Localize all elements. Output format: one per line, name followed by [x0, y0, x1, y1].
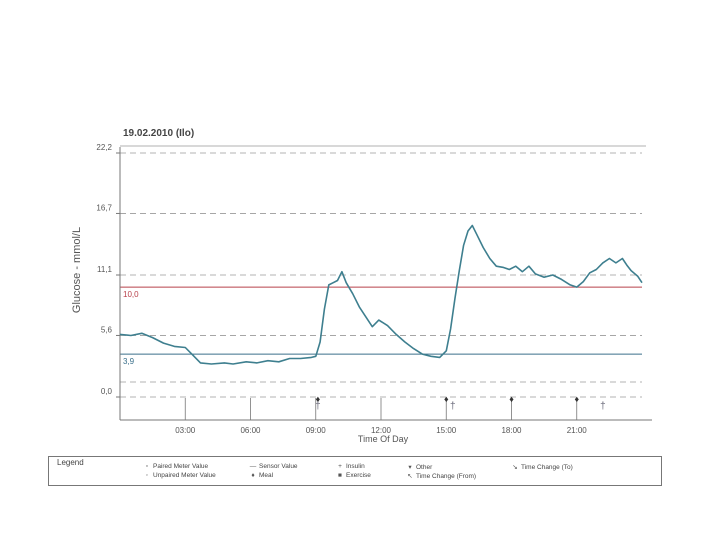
y-tick-label: 0,0 [101, 387, 113, 396]
x-tick-label: 12:00 [371, 426, 392, 435]
other-event-marker: † [450, 401, 456, 412]
y-tick-label: 16,7 [96, 203, 112, 212]
x-axis-label: Time Of Day [358, 434, 409, 444]
legend-item: ↘ Time Change (To) [509, 463, 573, 471]
legend-label: Other [416, 464, 433, 471]
legend-label: Sensor Value [259, 463, 298, 470]
legend-item: ♦ Meal [247, 472, 273, 479]
legend-label: Paired Meter Value [153, 463, 209, 470]
legend-symbol: ▫ [145, 463, 149, 470]
legend-symbol: — [249, 463, 257, 470]
x-tick-label: 03:00 [175, 426, 196, 435]
legend-label: Unpaired Meter Value [153, 472, 216, 479]
meal-marker: ♦ [509, 394, 514, 404]
legend-symbol: ◦ [145, 472, 149, 479]
legend: Legend ▫ Paired Meter Value ◦ Unpaired Met… [48, 456, 662, 486]
target-line-label: 10,0 [123, 290, 139, 299]
legend-item: ■ Exercise [334, 472, 371, 479]
legend-symbol: ↖ [407, 473, 413, 480]
axes [116, 145, 652, 421]
legend-label: Time Change (From) [416, 473, 477, 480]
legend-label: Exercise [346, 472, 371, 479]
meal-marker: ♦ [444, 394, 449, 404]
legend-item: + Insulin [334, 463, 365, 470]
x-tick-label: 06:00 [240, 426, 261, 435]
y-tick-label: 5,6 [101, 325, 113, 334]
x-tick-label: 18:00 [501, 426, 522, 435]
other-event-marker: † [600, 401, 606, 412]
legend-symbol: + [338, 463, 342, 470]
event-markers: ♦ ♦ ♦ ♦† † † [315, 394, 605, 412]
legend-item: ↖ Time Change (From) [404, 472, 476, 480]
legend-item: ◦ Unpaired Meter Value [141, 472, 216, 479]
y-tick-label: 11,1 [97, 265, 113, 274]
series-layer [119, 224, 643, 365]
x-tick-label: 21:00 [567, 426, 588, 435]
gridlines [120, 152, 642, 398]
legend-symbol: ▾ [408, 464, 412, 471]
meal-marker: ♦ [316, 394, 321, 404]
legend-symbol: ♦ [251, 472, 255, 479]
chart-title: 19.02.2010 (Ilo) [123, 128, 194, 139]
legend-symbol: ■ [338, 472, 342, 479]
series-line-sensor [119, 224, 643, 365]
y-axis-label: Glucose - mmol/L [71, 227, 83, 313]
legend-title: Legend [57, 458, 84, 467]
legend-label: Meal [259, 472, 274, 479]
target-line-label: 3,9 [123, 357, 135, 366]
tick-labels: 22,2 16,7 11,1 5,6 0,0 10,0 3,9 03:00 06:00 09:00… [96, 143, 587, 435]
x-tick-label: 15:00 [436, 426, 457, 435]
legend-item: — Sensor Value [247, 463, 298, 470]
legend-label: Insulin [346, 463, 365, 470]
legend-symbol: ↘ [512, 464, 518, 471]
x-tick-label: 09:00 [306, 426, 327, 435]
target-range-lines [120, 286, 642, 355]
legend-label: Time Change (To) [521, 464, 573, 471]
other-event-marker: † [315, 401, 321, 412]
legend-item: ▫ Paired Meter Value [141, 463, 208, 470]
y-tick-label: 22,2 [96, 143, 112, 152]
legend-item: ▾ Other [404, 463, 432, 471]
meal-marker: ♦ [574, 394, 579, 404]
